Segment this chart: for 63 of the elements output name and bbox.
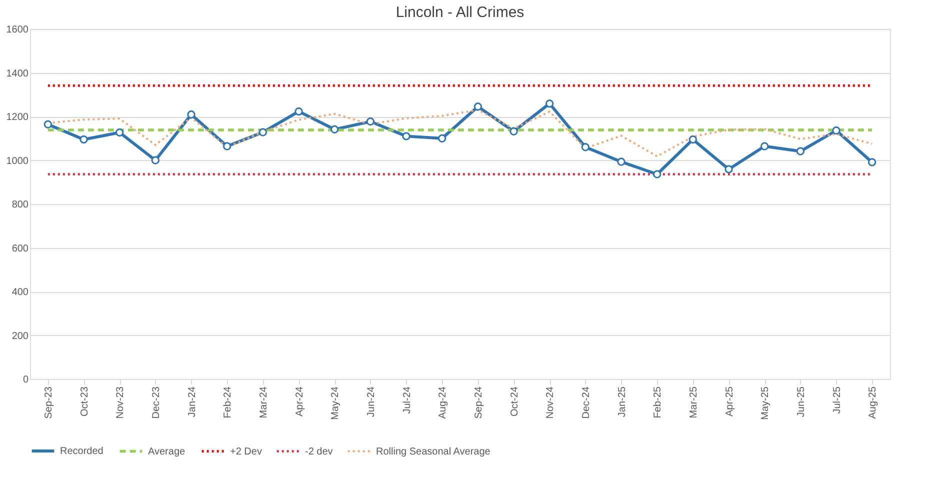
point (688, 135, 698, 144)
x-tick-label: Dec-23 (150, 386, 162, 419)
point (44, 120, 52, 128)
x-tick-label: Sep-24 (473, 386, 484, 419)
point (330, 125, 339, 134)
point (258, 128, 268, 136)
point (222, 142, 232, 150)
point (151, 156, 160, 164)
legend-label: Recorded (60, 446, 104, 457)
x-tick-label: Feb-25 (652, 386, 664, 418)
x-tick-label: Sep-23 (43, 386, 54, 419)
y-tick-label: 1000 (6, 156, 29, 167)
x-tick-label: Nov-23 (115, 386, 126, 419)
point (366, 117, 375, 126)
y-tick-label: 0 (22, 374, 29, 386)
x-tick-label: Jan-24 (186, 386, 198, 418)
point (796, 147, 805, 156)
x-tick-label: Jun-24 (366, 386, 377, 418)
point (617, 158, 626, 166)
y-tick-label: 600 (12, 243, 29, 254)
legend-label: +2 Dev (230, 446, 262, 458)
x-tick-label: Mar-24 (258, 386, 270, 418)
y-tick-label: 800 (12, 200, 29, 210)
point (402, 132, 410, 140)
point (187, 110, 196, 119)
point (438, 134, 446, 142)
point (115, 128, 124, 137)
legend-label: Rolling Seasonal Average (376, 446, 491, 458)
point (474, 102, 482, 111)
point (80, 135, 88, 144)
point (868, 158, 876, 166)
legend-label: -2 dev (305, 446, 333, 458)
x-tick-label: Apr-24 (294, 386, 306, 417)
point (760, 142, 769, 150)
point (724, 165, 733, 174)
x-tick-label: May-24 (330, 386, 342, 420)
x-tick-label: Jul-25 (832, 386, 843, 414)
y-tick-label: 200 (12, 330, 29, 342)
point (832, 126, 840, 135)
x-tick-label: Jan-25 (616, 386, 628, 418)
x-tick-label: Jul-24 (402, 386, 413, 414)
point (510, 127, 518, 136)
x-tick-label: Dec-24 (580, 386, 592, 419)
point (652, 170, 662, 178)
x-tick-label: Nov-24 (545, 386, 556, 419)
x-tick-label: Oct-24 (509, 386, 520, 417)
point (545, 99, 554, 108)
chart-title: Lincoln - All Crimes (396, 4, 524, 21)
x-tick-label: Oct-23 (79, 386, 90, 417)
point (294, 107, 303, 116)
x-tick-label: Aug-24 (438, 386, 449, 419)
x-tick-label: Feb-24 (222, 386, 234, 418)
y-tick-label: 400 (12, 287, 29, 298)
x-tick-label: Mar-25 (688, 386, 700, 418)
x-tick-label: May-25 (760, 386, 772, 420)
y-tick-label: 1200 (6, 112, 29, 123)
x-tick-label: Jun-25 (796, 386, 807, 418)
y-tick-label: 1400 (6, 68, 29, 80)
y-tick-label: 1600 (6, 24, 29, 36)
legend-label: Average (148, 446, 186, 458)
point (581, 143, 590, 152)
x-tick-label: Apr-25 (724, 386, 736, 417)
x-tick-label: Aug-25 (868, 386, 879, 419)
